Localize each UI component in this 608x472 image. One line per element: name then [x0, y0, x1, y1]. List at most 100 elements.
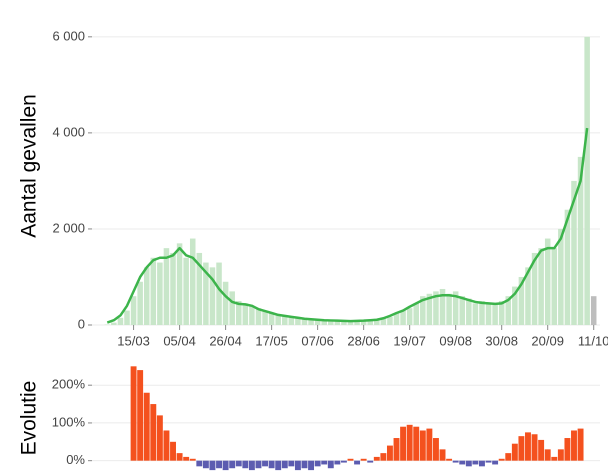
bar — [393, 312, 400, 325]
y-tick-label: 4 000 — [52, 124, 85, 139]
bar — [479, 460, 485, 467]
bar — [130, 296, 137, 325]
bar — [183, 456, 190, 461]
bar — [354, 460, 361, 465]
bar — [196, 252, 203, 325]
bar — [512, 286, 518, 325]
bar — [341, 321, 347, 325]
bar — [176, 453, 183, 461]
bar — [511, 443, 518, 461]
bar — [163, 430, 170, 461]
bar — [347, 321, 354, 325]
bar — [288, 317, 295, 325]
bar — [498, 458, 505, 461]
y-axis-title: Aantal gevallen — [18, 94, 41, 238]
bar — [275, 460, 282, 471]
bar — [242, 460, 249, 469]
bar — [327, 460, 334, 469]
bar — [367, 460, 374, 463]
bar — [262, 460, 269, 467]
bar — [538, 248, 544, 325]
bar — [374, 320, 380, 325]
bar — [275, 315, 281, 325]
bar — [564, 209, 571, 325]
bar — [183, 257, 189, 325]
bar — [413, 303, 419, 325]
bar — [189, 458, 196, 461]
bar — [518, 436, 525, 461]
bar — [150, 404, 157, 461]
bar — [452, 291, 459, 325]
bar — [157, 262, 163, 325]
bar — [558, 228, 564, 325]
bar — [156, 415, 163, 461]
bar — [544, 238, 551, 325]
bar — [143, 267, 150, 325]
bar — [551, 248, 558, 325]
x-tick-label: 20/09 — [531, 333, 564, 348]
y-tick-label: 2 000 — [52, 220, 85, 235]
bar — [143, 392, 150, 461]
bar — [235, 300, 242, 325]
bar — [170, 252, 176, 325]
x-tick-label: 28/06 — [347, 333, 380, 348]
bar — [386, 445, 393, 461]
bar — [590, 296, 597, 325]
bar — [446, 458, 453, 461]
bar — [571, 430, 577, 461]
bar — [465, 460, 472, 467]
bar — [321, 320, 327, 325]
bar — [518, 276, 525, 325]
bar — [235, 460, 242, 467]
bar — [130, 366, 137, 461]
bar — [439, 288, 446, 325]
bar — [531, 252, 538, 325]
bar — [334, 320, 341, 325]
bar — [117, 317, 124, 325]
bar — [222, 460, 229, 471]
bar — [551, 456, 558, 461]
bar — [248, 460, 255, 471]
bar — [255, 460, 262, 469]
bar — [111, 322, 117, 325]
bar — [544, 449, 551, 461]
bar — [163, 248, 170, 325]
y-tick-label: 0 — [78, 316, 85, 331]
bar — [584, 36, 590, 326]
x-tick-label: 17/05 — [255, 333, 288, 348]
bar — [406, 308, 413, 325]
bar — [498, 300, 505, 325]
bar — [426, 293, 433, 325]
bar — [564, 438, 571, 461]
bar — [393, 438, 400, 461]
bar — [413, 426, 420, 461]
bar — [328, 320, 334, 325]
bar — [216, 460, 222, 469]
bar — [196, 460, 203, 467]
bar — [492, 303, 498, 325]
bar — [505, 296, 512, 325]
bar — [334, 460, 341, 465]
bar — [538, 439, 545, 461]
bar — [137, 281, 143, 325]
bar — [203, 262, 209, 325]
bar — [242, 303, 249, 325]
bar — [189, 238, 196, 325]
bar — [229, 291, 235, 325]
y-tick-label: 6 000 — [52, 28, 85, 43]
bar — [137, 370, 144, 461]
x-tick-label: 11/10 — [578, 333, 608, 348]
bar — [557, 449, 564, 461]
bar — [472, 303, 479, 325]
bar — [400, 426, 407, 461]
bar — [479, 300, 485, 325]
bar — [571, 180, 577, 325]
bar — [380, 318, 387, 325]
y-tick-label: 0% — [66, 452, 85, 467]
bar — [525, 267, 531, 325]
bar — [387, 316, 393, 325]
x-tick-label: 30/08 — [485, 333, 518, 348]
bar — [380, 453, 387, 461]
bar — [282, 315, 288, 325]
